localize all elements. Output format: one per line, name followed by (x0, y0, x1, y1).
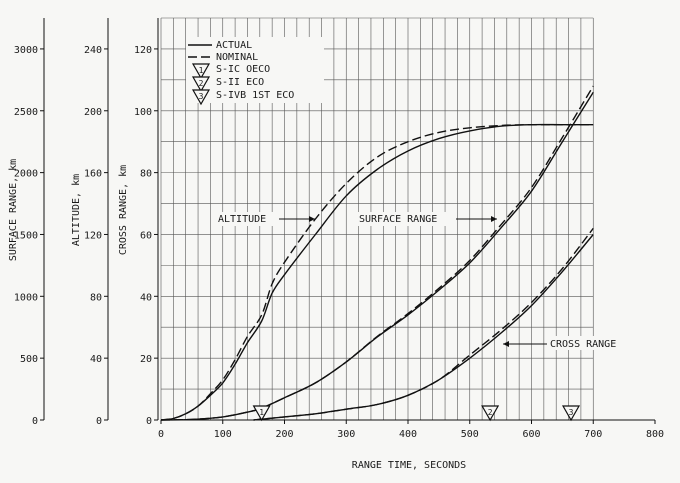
legend-event-2-num: 2 (199, 79, 204, 88)
x-tick-label: 200 (275, 429, 293, 440)
legend-background (186, 37, 324, 103)
cross-range-nominal-curve (253, 227, 594, 421)
altitude-tick-label: 160 (84, 169, 102, 180)
event-marker-3-num: 3 (569, 408, 574, 417)
axes: 0 100 200 300 400 500 600 700 800020406080100120… (14, 18, 664, 440)
legend-event-3-num: 3 (199, 92, 204, 101)
legend: ACTUAL NOMINAL 1 S-IC OECO 2 S-II ECO 3 … (186, 37, 324, 106)
legend-event-1-icon: 1 (191, 63, 211, 80)
altitude-tick-label: 200 (84, 107, 102, 118)
event-marker-3-icon: 3 (561, 405, 581, 422)
cross-tick-label: 60 (140, 230, 152, 241)
cross-range-axis-title: CROSS RANGE, km (118, 165, 129, 255)
cross-tick-label: 120 (134, 45, 152, 56)
event-marker-1-icon: 1 (252, 405, 271, 422)
altitude-nominal-curve (160, 123, 594, 421)
cross-tick-label: 100 (134, 107, 152, 118)
surface-range-actual-curve (160, 91, 594, 421)
x-tick-label: 0 (158, 429, 164, 440)
event-markers: 1 2 3 (252, 405, 581, 422)
surface-tick-label: 3000 (14, 45, 38, 56)
annotation-surface-range: SURFACE RANGE (359, 214, 437, 225)
legend-event-2-label: S-II ECO (216, 77, 264, 88)
surface-tick-label: 1500 (14, 230, 38, 241)
surface-tick-label: 2500 (14, 107, 38, 118)
data-curves (160, 85, 594, 421)
surface-tick-label: 0 (32, 416, 38, 427)
event-marker-1-num: 1 (259, 408, 264, 417)
surface-range-axis-title: SURFACE RANGE, km (8, 159, 19, 261)
altitude-tick-label: 80 (90, 292, 102, 303)
surface-tick-label: 1000 (14, 292, 38, 303)
x-tick-label: 700 (584, 429, 602, 440)
altitude-tick-label: 120 (84, 230, 102, 241)
cross-tick-label: 40 (140, 292, 152, 303)
legend-actual-label: ACTUAL (216, 40, 252, 51)
x-tick-label: 100 (214, 429, 232, 440)
legend-event-1-label: S-IC OECO (216, 64, 270, 75)
legend-event-1-num: 1 (199, 66, 204, 75)
x-tick-label: 800 (646, 429, 664, 440)
curve-annotations: ALTITUDE SURFACE RANGE CROSS RANGE (216, 212, 640, 350)
surface-range-nominal-curve (160, 85, 594, 421)
surface-tick-label: 500 (20, 354, 38, 365)
legend-nominal-label: NOMINAL (216, 52, 258, 63)
x-tick-label: 500 (461, 429, 479, 440)
altitude-tick-label: 240 (84, 45, 102, 56)
annotation-cross-range: CROSS RANGE (550, 339, 616, 350)
altitude-axis-title: ALTITUDE, km (71, 174, 82, 246)
x-tick-label: 300 (337, 429, 355, 440)
cross-tick-label: 20 (140, 354, 152, 365)
cross-tick-label: 80 (140, 169, 152, 180)
altitude-tick-label: 0 (96, 416, 102, 427)
surface-tick-label: 2000 (14, 169, 38, 180)
altitude-tick-label: 40 (90, 354, 102, 365)
x-axis-title: RANGE TIME, SECONDS (352, 460, 466, 471)
event-marker-2-icon: 2 (481, 405, 500, 422)
legend-event-3-icon: 3 (191, 89, 211, 106)
x-tick-label: 400 (399, 429, 417, 440)
legend-event-2-icon: 2 (191, 76, 211, 93)
annotation-altitude: ALTITUDE (218, 214, 266, 225)
x-tick-label: 600 (522, 429, 540, 440)
legend-event-3-label: S-IVB 1ST ECO (216, 90, 294, 101)
cross-tick-label: 0 (146, 416, 152, 427)
event-marker-2-num: 2 (488, 408, 493, 417)
